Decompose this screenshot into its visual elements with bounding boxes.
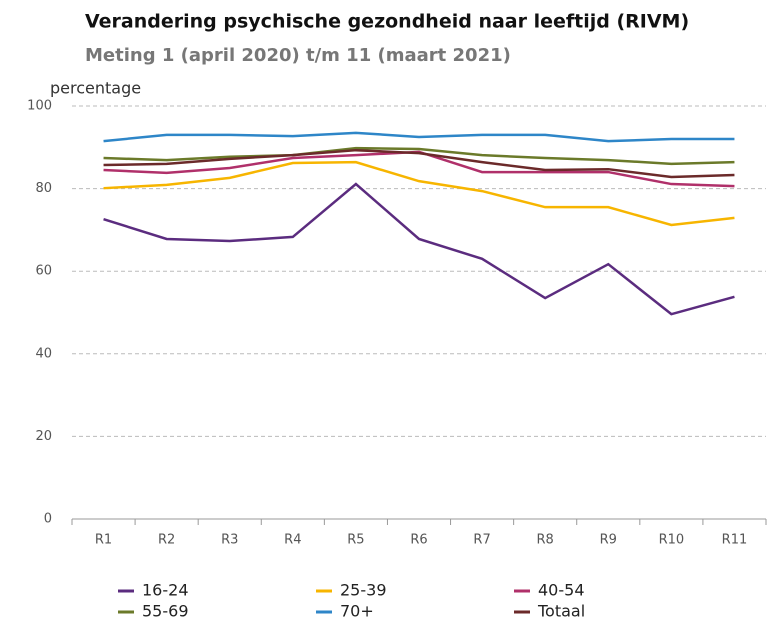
- x-tick-label: R10: [659, 533, 685, 548]
- y-tick-label: 20: [35, 429, 52, 444]
- y-tick-label: 100: [27, 99, 52, 114]
- chart-subtitle: Meting 1 (april 2020) t/m 11 (maart 2021…: [85, 45, 511, 66]
- legend-label: 40-54: [538, 581, 585, 600]
- series-line: [103, 146, 735, 166]
- series-line: [103, 148, 735, 179]
- y-tick-label: 0: [44, 512, 52, 527]
- legend-label: 70+: [340, 602, 374, 621]
- x-tick-label: R9: [600, 533, 617, 548]
- y-tick-label: 80: [35, 181, 52, 196]
- y-axis-title: percentage: [50, 79, 141, 98]
- y-tick-label: 40: [35, 346, 52, 361]
- series-line: [103, 131, 735, 143]
- x-tick-label: R4: [284, 533, 301, 548]
- series-line: [103, 160, 735, 227]
- legend-label: 25-39: [340, 581, 387, 600]
- x-tick-label: R1: [95, 533, 112, 548]
- x-tick-label: R5: [347, 533, 364, 548]
- legend-label: 55-69: [142, 602, 189, 621]
- y-tick-label: 60: [35, 264, 52, 279]
- x-tick-label: R7: [473, 533, 490, 548]
- x-tick-label: R11: [722, 533, 748, 548]
- x-tick-label: R2: [158, 533, 175, 548]
- legend-label: Totaal: [537, 602, 585, 621]
- x-tick-label: R8: [537, 533, 554, 548]
- legend-label: 16-24: [142, 581, 189, 600]
- x-tick-label: R3: [221, 533, 238, 548]
- series-line: [103, 182, 735, 316]
- chart-title: Verandering psychische gezondheid naar l…: [85, 11, 689, 33]
- x-tick-label: R6: [410, 533, 427, 548]
